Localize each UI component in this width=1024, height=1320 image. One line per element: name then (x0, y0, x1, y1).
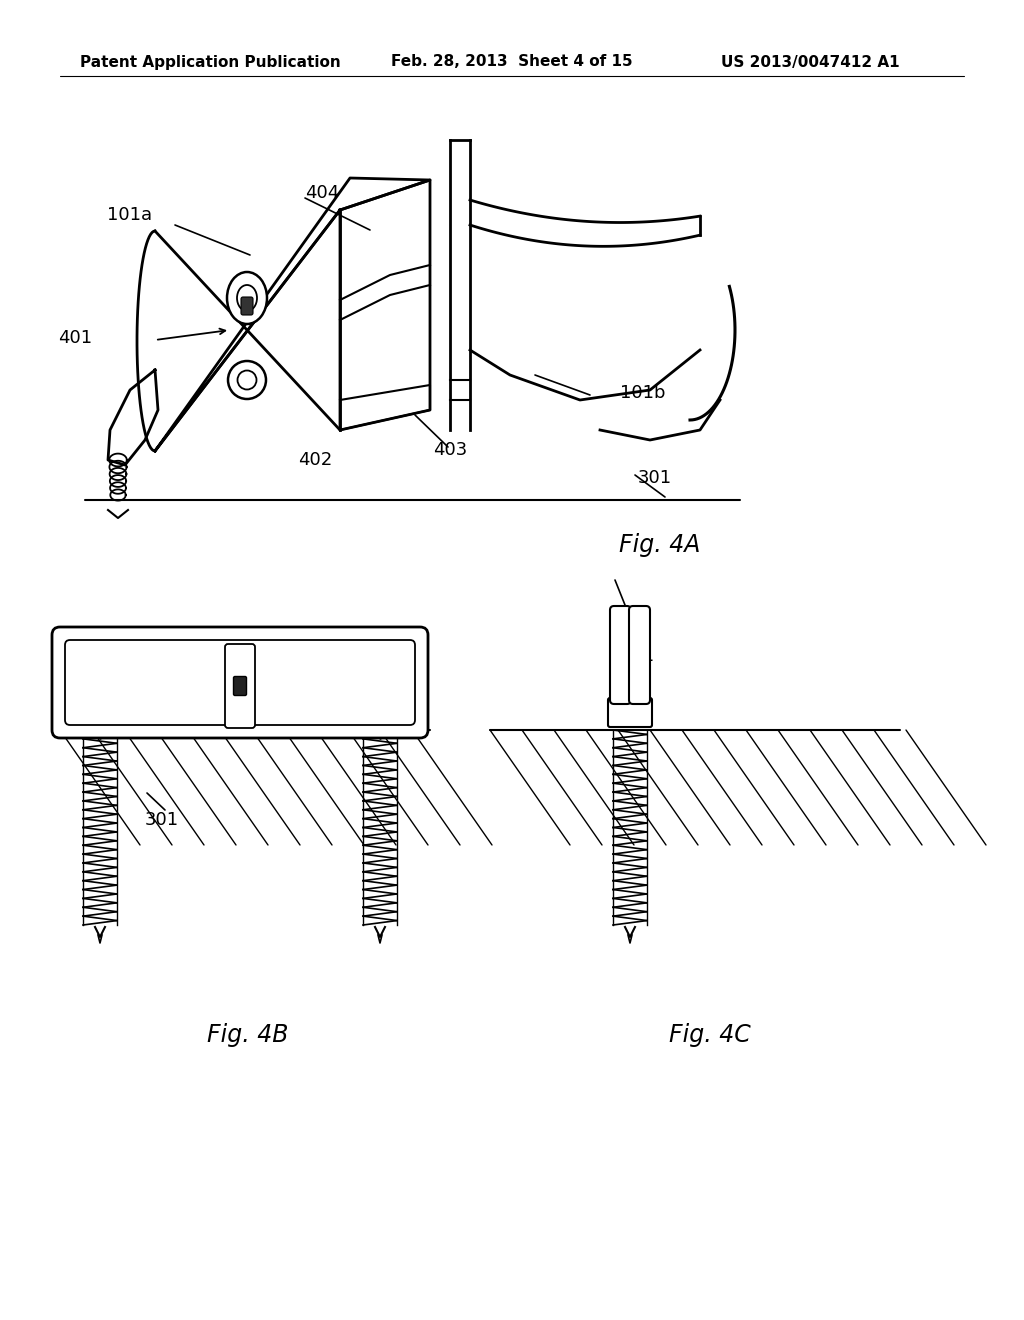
Text: 301: 301 (145, 810, 179, 829)
Text: 301: 301 (638, 469, 672, 487)
Text: Fig. 4B: Fig. 4B (207, 1023, 289, 1047)
FancyBboxPatch shape (610, 606, 631, 704)
FancyBboxPatch shape (233, 676, 247, 696)
Text: 401: 401 (620, 647, 654, 665)
Text: 101b: 101b (620, 384, 666, 403)
FancyBboxPatch shape (241, 297, 253, 315)
Ellipse shape (237, 285, 257, 312)
FancyBboxPatch shape (225, 644, 255, 729)
Ellipse shape (238, 371, 256, 389)
FancyBboxPatch shape (52, 627, 428, 738)
Text: 101a: 101a (106, 206, 152, 224)
FancyBboxPatch shape (65, 640, 415, 725)
Text: US 2013/0047412 A1: US 2013/0047412 A1 (721, 54, 899, 70)
Text: Feb. 28, 2013  Sheet 4 of 15: Feb. 28, 2013 Sheet 4 of 15 (391, 54, 633, 70)
Text: 404: 404 (305, 183, 339, 202)
Text: 403: 403 (433, 441, 467, 459)
Ellipse shape (228, 360, 266, 399)
Text: 401: 401 (58, 329, 92, 347)
Text: Fig. 4C: Fig. 4C (669, 1023, 751, 1047)
Text: 402: 402 (298, 451, 332, 469)
Ellipse shape (227, 272, 267, 323)
Text: Fig. 4A: Fig. 4A (620, 533, 700, 557)
FancyBboxPatch shape (629, 606, 650, 704)
FancyBboxPatch shape (608, 698, 652, 727)
Text: Patent Application Publication: Patent Application Publication (80, 54, 340, 70)
